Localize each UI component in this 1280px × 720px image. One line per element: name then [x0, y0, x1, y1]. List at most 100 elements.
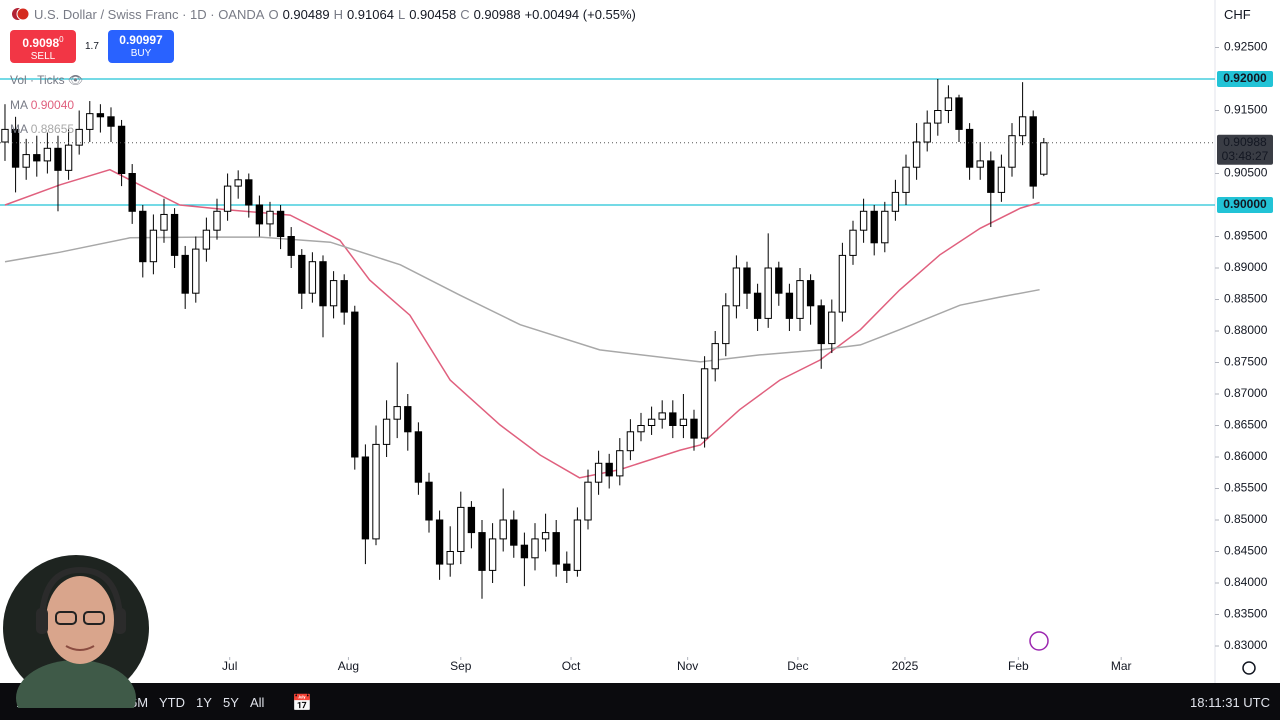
face: [46, 576, 114, 664]
shirt: [16, 660, 136, 708]
range-button[interactable]: 5Y: [223, 695, 239, 710]
candle-body: [435, 519, 444, 565]
candle-body: [213, 210, 221, 231]
candle-body: [1029, 116, 1037, 187]
candle-body: [414, 431, 423, 483]
candle-body: [531, 538, 539, 559]
ohlc-letter: C: [460, 6, 470, 22]
earcup: [114, 608, 126, 634]
y-tick-label: 0.83000: [1224, 638, 1268, 652]
x-tick-label: Aug: [338, 659, 359, 673]
candle-body: [520, 544, 529, 559]
candle-body: [743, 267, 751, 294]
ma-legend: MA 0.90040: [10, 98, 74, 112]
candle-body: [266, 210, 274, 225]
candle-body: [1018, 116, 1027, 137]
candle-body: [817, 305, 825, 345]
ma-name: MA: [10, 122, 28, 136]
ohlc-value: 0.90458: [409, 6, 457, 22]
candle-body: [234, 179, 242, 187]
candle-body: [859, 210, 868, 231]
ohlc-letter: H: [333, 6, 343, 22]
clock: 18:11:31 UTC: [1190, 695, 1270, 710]
sell-button[interactable]: 0.90980 SELL: [10, 30, 76, 63]
candle-body: [308, 261, 317, 294]
candle-body: [255, 204, 264, 225]
candle-body: [753, 292, 762, 319]
candle-body: [478, 532, 486, 571]
candle-body: [573, 519, 582, 571]
level-label: 0.92000: [1223, 71, 1267, 85]
candle-body: [912, 141, 921, 168]
candle-body: [107, 116, 115, 127]
candle-body: [340, 280, 348, 313]
sell-price: 0.9098: [22, 36, 60, 50]
y-tick-label: 0.88500: [1224, 292, 1268, 306]
candle-body: [160, 213, 168, 231]
candle-body: [838, 254, 847, 313]
level-label-box: [1217, 196, 1273, 213]
candle-body: [361, 456, 370, 540]
candle-body: [584, 481, 592, 521]
candle-body: [997, 166, 1006, 193]
range-button[interactable]: 1Y: [196, 695, 212, 710]
webcam: [3, 555, 149, 708]
ohlc-value: 0.91064: [346, 6, 394, 22]
x-tick-label: Nov: [677, 659, 698, 673]
candle-body: [690, 418, 698, 439]
candle-body: [881, 210, 889, 244]
candle-body: [329, 280, 338, 307]
candle-body: [96, 113, 105, 118]
candle-body: [128, 172, 136, 212]
candle-body: [86, 113, 94, 130]
symbol-title: U.S. Dollar / Swiss Franc · 1D · OANDA: [34, 6, 265, 22]
candle-body: [223, 185, 232, 212]
sell-label: SELL: [30, 51, 56, 62]
candle-body: [828, 311, 836, 345]
candle-body: [669, 412, 677, 426]
x-tick-label: Feb: [1008, 659, 1029, 673]
y-tick-label: 0.90500: [1224, 166, 1268, 180]
date-range-icon[interactable]: 📅: [292, 695, 312, 712]
range-button[interactable]: All: [250, 695, 265, 710]
flag-icon: [12, 7, 30, 21]
candle-body: [202, 229, 211, 250]
candle-body: [276, 210, 285, 237]
candle-body: [425, 481, 433, 521]
candle-body: [11, 128, 20, 168]
currency[interactable]: CHF: [1224, 7, 1251, 22]
candle-body: [467, 506, 476, 534]
y-tick-label: 0.87500: [1224, 355, 1268, 369]
ohlc-value: 0.90489: [282, 6, 330, 22]
mouth: [65, 645, 95, 651]
candle-body: [647, 418, 656, 426]
candle-body: [170, 213, 179, 256]
candle-body: [245, 179, 253, 206]
candle-body: [796, 280, 804, 319]
candle-body: [541, 532, 550, 540]
sell-pip: 0: [59, 35, 64, 44]
candle-body: [382, 418, 391, 445]
candle-body: [775, 267, 783, 294]
ohlc-letter: O: [268, 6, 279, 22]
candle-body: [764, 267, 772, 319]
y-tick-label: 0.91500: [1224, 103, 1268, 117]
range-button[interactable]: YTD: [159, 695, 185, 710]
buy-button[interactable]: 0.90997 BUY: [108, 30, 174, 63]
candle-body: [64, 144, 73, 171]
ohlc-letter: L: [397, 6, 406, 22]
symbol-header: U.S. Dollar / Swiss Franc · 1D · OANDA O…: [10, 5, 636, 23]
candle-body: [1040, 142, 1048, 175]
candle-body: [372, 443, 380, 540]
x-tick-label: Oct: [562, 659, 581, 673]
candle-body: [287, 235, 295, 256]
bottom-toolbar: 1D5D1M3M6MYTD1Y5YAll 📅 18:11:31 UTC: [0, 683, 1280, 720]
glasses: [55, 611, 77, 625]
candle-body: [446, 550, 454, 565]
candle-body: [488, 538, 497, 571]
y-tick-label: 0.83500: [1224, 607, 1268, 621]
level-label-box: [1217, 71, 1273, 88]
candle-body: [149, 229, 158, 263]
candle-body: [626, 431, 635, 452]
